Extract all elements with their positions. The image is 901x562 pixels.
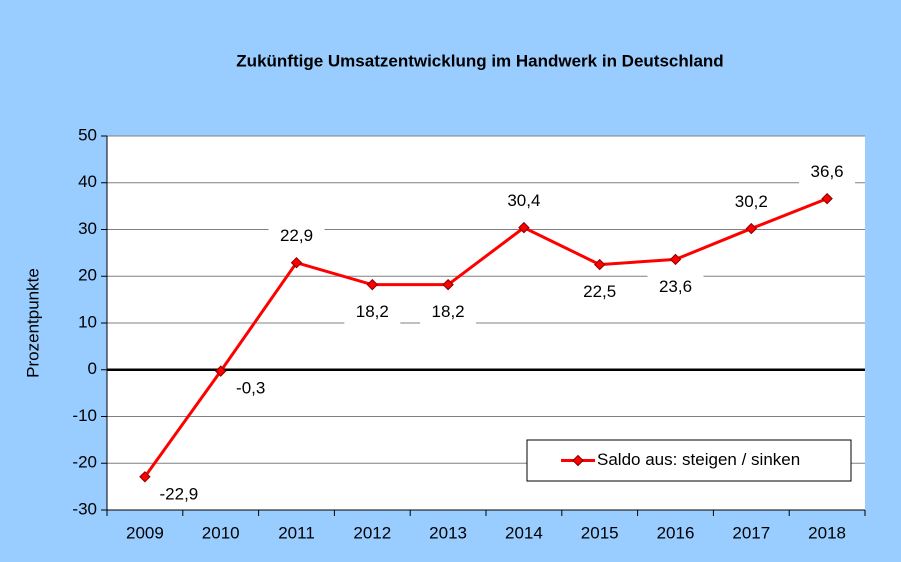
value-label-box	[222, 377, 279, 402]
value-label: -0,3	[236, 379, 265, 398]
value-label: 22,5	[583, 282, 616, 301]
x-tick-label: 2016	[657, 523, 695, 542]
value-label: 30,2	[735, 192, 768, 211]
value-label: 22,9	[280, 226, 313, 245]
x-tick-label: 2009	[126, 523, 164, 542]
y-tick-label: 20	[78, 266, 97, 285]
x-tick-label: 2017	[732, 523, 770, 542]
marker	[518, 221, 530, 234]
y-tick-label: 0	[88, 359, 97, 378]
x-tick-label: 2018	[808, 523, 846, 542]
marker	[442, 278, 454, 291]
value-label: 18,2	[356, 302, 389, 321]
value-label: 30,4	[507, 191, 540, 210]
value-label: -22,9	[160, 484, 199, 503]
value-label-box	[571, 280, 628, 305]
marker	[593, 258, 606, 271]
value-label-box	[344, 300, 401, 325]
marker	[366, 278, 379, 291]
legend-label: Saldo aus: steigen / sinken	[597, 450, 800, 469]
value-label: 18,2	[432, 302, 465, 321]
x-tick-label: 2013	[429, 523, 467, 542]
legend-marker	[572, 454, 584, 467]
value-label-box	[495, 189, 552, 214]
y-axis-label: Prozentpunkte	[23, 268, 42, 378]
value-label-box	[268, 224, 325, 249]
value-label-box	[150, 482, 207, 507]
value-label-box	[647, 275, 704, 300]
value-label-box	[420, 300, 477, 325]
x-tick-label: 2011	[278, 523, 315, 542]
y-tick-label: -20	[72, 453, 97, 472]
x-tick-label: 2015	[581, 523, 619, 542]
x-tick-label: 2014	[505, 523, 543, 542]
marker	[821, 192, 833, 205]
marker	[214, 365, 227, 377]
y-tick-label: -30	[72, 499, 97, 518]
marker	[139, 471, 151, 483]
chart-title: Zukünftige Umsatzentwicklung im Handwerk…	[236, 51, 723, 70]
y-tick-label: 50	[78, 125, 97, 144]
value-label: 23,6	[659, 277, 692, 296]
marker	[669, 253, 682, 266]
marker	[290, 256, 303, 269]
y-tick-label: 10	[78, 312, 97, 331]
value-label-box	[799, 160, 856, 185]
y-tick-label: -10	[72, 406, 97, 425]
x-tick-label: 2012	[353, 523, 391, 542]
series-line	[143, 197, 828, 478]
value-label: 36,6	[811, 162, 844, 181]
y-tick-label: 40	[78, 172, 97, 191]
value-label-box	[723, 190, 780, 215]
x-tick-label: 2010	[202, 523, 240, 542]
y-tick-label: 30	[78, 219, 97, 238]
legend-box	[526, 439, 852, 482]
marker	[745, 222, 758, 235]
